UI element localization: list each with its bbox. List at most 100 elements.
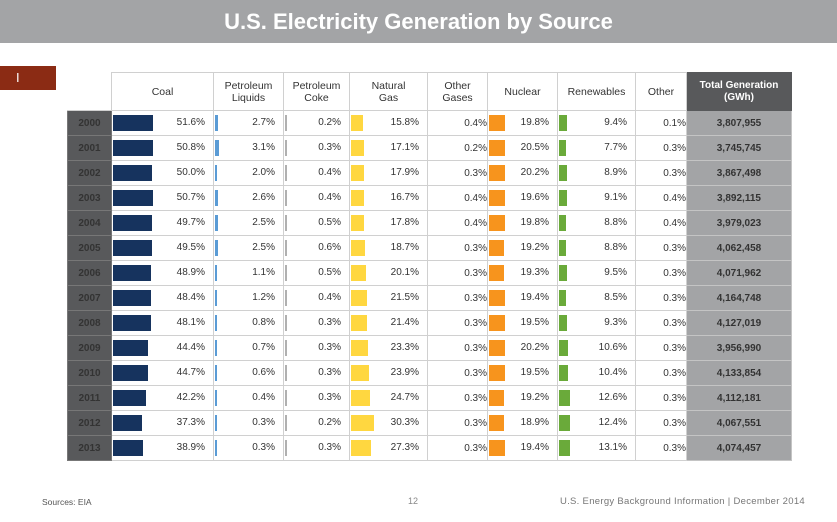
- cell-value: 50.0%: [176, 167, 205, 178]
- cell-value: 20.5%: [520, 142, 549, 153]
- coal-bar: [113, 165, 152, 181]
- petroleum-liquids-bar: [215, 365, 217, 381]
- renewables-bar: [559, 415, 570, 431]
- cell-value: 0.2%: [318, 117, 341, 128]
- coal-bar: [113, 315, 151, 331]
- header-natural-gas: Natural Gas: [349, 72, 428, 111]
- cell-petroleum-liquids: 2.6%: [213, 185, 284, 211]
- cell-nuclear: 19.2%: [487, 385, 558, 411]
- page-number: 12: [408, 496, 419, 506]
- petroleum-liquids-bar: [215, 140, 219, 156]
- cell-natural-gas: 20.1%: [349, 260, 428, 286]
- cell-petroleum-liquids: 3.1%: [213, 135, 284, 161]
- renewables-bar: [559, 240, 567, 256]
- table-row: 2000 51.6% 2.7% 0.2% 15.8% 0.4% 19.8% 9.4% 0.1% 3…: [67, 110, 792, 136]
- coal-bar: [113, 390, 146, 406]
- petroleum-coke-bar: [285, 215, 287, 231]
- cell-nuclear: 19.3%: [487, 260, 558, 286]
- table-row: 2008 48.1% 0.8% 0.3% 21.4% 0.3% 19.5% 9.3% 0.3% 4…: [67, 310, 792, 336]
- cell-other-gases: 0.3%: [427, 310, 488, 336]
- row-total: 3,979,023: [686, 210, 792, 236]
- cell-value: 19.8%: [520, 217, 549, 228]
- cell-other: 0.3%: [635, 310, 687, 336]
- cell-value: 37.3%: [176, 417, 205, 428]
- cell-value: 0.3%: [252, 442, 275, 453]
- table-row: 2009 44.4% 0.7% 0.3% 23.3% 0.3% 20.2% 10.6% 0.3%…: [67, 335, 792, 361]
- cell-natural-gas: 24.7%: [349, 385, 428, 411]
- cell-value: 8.5%: [604, 292, 627, 303]
- petroleum-coke-bar: [285, 440, 287, 456]
- cell-value: 19.5%: [520, 317, 549, 328]
- renewables-bar: [559, 390, 570, 406]
- cell-renewables: 12.4%: [557, 410, 636, 436]
- cell-petroleum-coke: 0.2%: [283, 410, 350, 436]
- row-total: 3,807,955: [686, 110, 792, 136]
- coal-bar: [113, 140, 153, 156]
- table-row: 2011 42.2% 0.4% 0.3% 24.7% 0.3% 19.2% 12.6% 0.3%…: [67, 385, 792, 411]
- cell-petroleum-coke: 0.5%: [283, 210, 350, 236]
- coal-bar: [113, 415, 143, 431]
- row-year: 2012: [67, 410, 112, 436]
- cell-coal: 50.8%: [111, 135, 214, 161]
- natural-gas-bar: [351, 440, 372, 456]
- petroleum-liquids-bar: [215, 390, 217, 406]
- row-year: 2004: [67, 210, 112, 236]
- cell-petroleum-liquids: 2.5%: [213, 235, 284, 261]
- cell-value: 13.1%: [598, 442, 627, 453]
- cell-value: 18.9%: [520, 417, 549, 428]
- cell-value: 0.4%: [318, 167, 341, 178]
- row-year: 2001: [67, 135, 112, 161]
- cell-renewables: 8.9%: [557, 160, 636, 186]
- natural-gas-bar: [351, 390, 370, 406]
- cell-value: 0.3%: [318, 142, 341, 153]
- coal-bar: [113, 365, 148, 381]
- renewables-bar: [559, 315, 567, 331]
- cell-value: 30.3%: [390, 417, 419, 428]
- row-year: 2006: [67, 260, 112, 286]
- nuclear-bar: [489, 340, 506, 356]
- cell-petroleum-liquids: 1.1%: [213, 260, 284, 286]
- header-nuclear: Nuclear: [487, 72, 558, 111]
- cell-value: 20.1%: [390, 267, 419, 278]
- cell-petroleum-liquids: 2.0%: [213, 160, 284, 186]
- cell-renewables: 9.3%: [557, 310, 636, 336]
- renewables-bar: [559, 365, 568, 381]
- cell-coal: 49.7%: [111, 210, 214, 236]
- cell-petroleum-coke: 0.4%: [283, 185, 350, 211]
- nuclear-bar: [489, 240, 505, 256]
- natural-gas-bar: [351, 340, 369, 356]
- coal-bar: [113, 440, 144, 456]
- cell-other: 0.3%: [635, 260, 687, 286]
- cell-coal: 44.4%: [111, 335, 214, 361]
- cell-petroleum-liquids: 0.7%: [213, 335, 284, 361]
- row-total: 3,956,990: [686, 335, 792, 361]
- cell-nuclear: 20.2%: [487, 160, 558, 186]
- cell-other: 0.3%: [635, 385, 687, 411]
- petroleum-coke-bar: [285, 365, 287, 381]
- petroleum-coke-bar: [285, 290, 287, 306]
- header-petroleum-liquids: Petroleum Liquids: [213, 72, 284, 111]
- cell-nuclear: 19.5%: [487, 360, 558, 386]
- header-coal: Coal: [111, 72, 214, 111]
- cell-natural-gas: 18.7%: [349, 235, 428, 261]
- cell-value: 8.8%: [604, 217, 627, 228]
- row-year: 2009: [67, 335, 112, 361]
- cell-renewables: 9.4%: [557, 110, 636, 136]
- cell-value: 0.4%: [318, 292, 341, 303]
- row-year: 2008: [67, 310, 112, 336]
- natural-gas-bar: [351, 215, 365, 231]
- cell-other: 0.3%: [635, 360, 687, 386]
- cell-value: 16.7%: [390, 192, 419, 203]
- cell-renewables: 9.5%: [557, 260, 636, 286]
- cell-value: 17.8%: [390, 217, 419, 228]
- cell-value: 0.4%: [318, 192, 341, 203]
- cell-value: 8.9%: [604, 167, 627, 178]
- natural-gas-bar: [351, 165, 365, 181]
- petroleum-liquids-bar: [215, 190, 219, 206]
- cell-petroleum-liquids: 2.7%: [213, 110, 284, 136]
- natural-gas-bar: [351, 190, 364, 206]
- row-year: 2003: [67, 185, 112, 211]
- nuclear-bar: [489, 365, 505, 381]
- petroleum-liquids-bar: [215, 290, 217, 306]
- cell-nuclear: 19.8%: [487, 210, 558, 236]
